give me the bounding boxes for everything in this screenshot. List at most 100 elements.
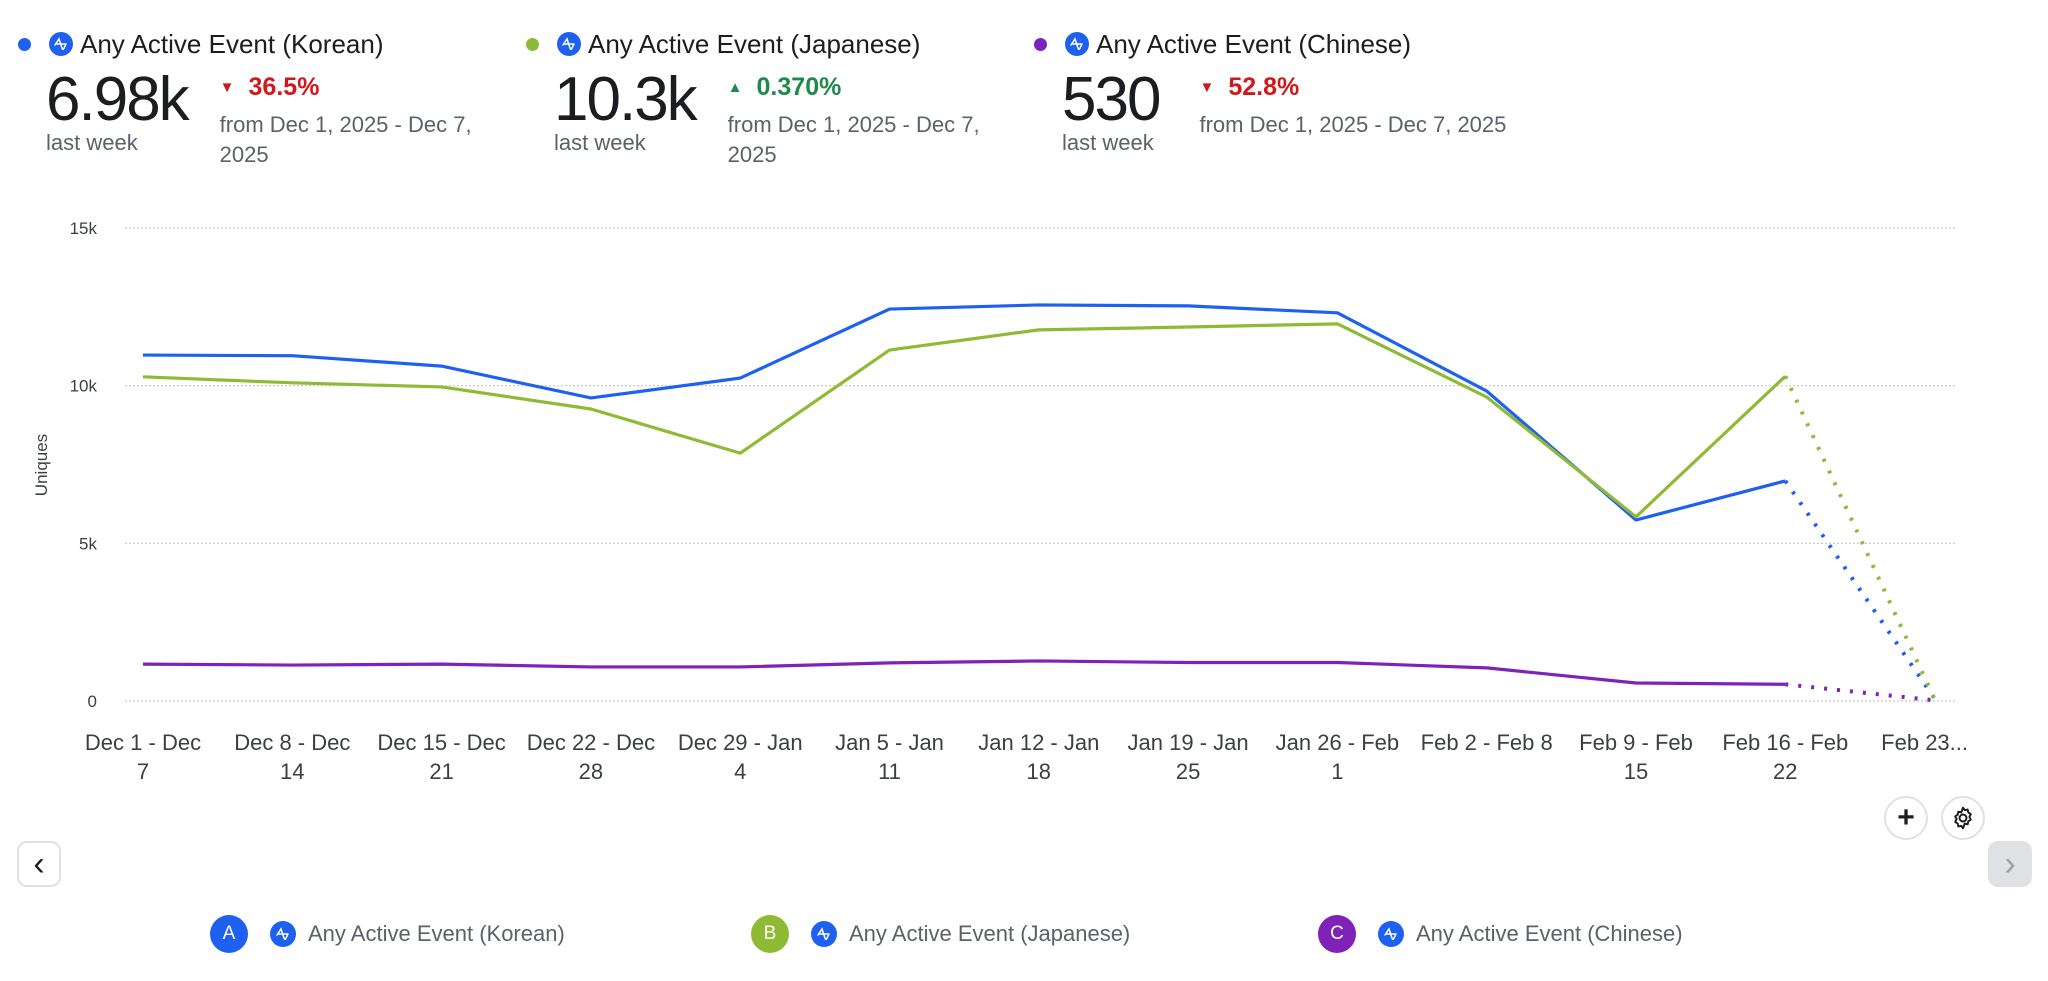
- series-incomplete-line-korean[interactable]: [1783, 479, 1937, 700]
- x-tick-label: Dec 8 - Dec 14: [234, 730, 350, 784]
- data-point[interactable]: [436, 360, 448, 372]
- kpi-comparison-line1: from Dec 1, 2025 - Dec 7,: [219, 112, 472, 137]
- series-color-dot: [1034, 37, 1047, 51]
- data-point[interactable]: [1331, 318, 1343, 330]
- x-tick-label: Feb 23...: [1881, 730, 1968, 755]
- y-tick-label: 10k: [70, 377, 98, 396]
- data-point[interactable]: [1182, 321, 1194, 333]
- x-tick-label: Dec 1 - Dec 7: [85, 730, 201, 784]
- data-point[interactable]: [137, 371, 149, 383]
- data-point[interactable]: [884, 657, 896, 669]
- legend-label: Any Active Event (Chinese): [1416, 921, 1683, 946]
- legend-item-korean[interactable]: A Any Active Event (Korean): [210, 915, 565, 953]
- data-point[interactable]: [1481, 662, 1493, 674]
- amplitude-event-icon: [1065, 32, 1089, 56]
- kpi-comparison: from Dec 1, 2025 - Dec 7, 2025: [220, 110, 472, 170]
- data-point[interactable]: [734, 372, 746, 384]
- data-point[interactable]: [884, 303, 896, 315]
- series-lines: [137, 299, 1941, 706]
- triangle-down-icon: ▼: [219, 78, 235, 96]
- series-badge: B: [751, 915, 789, 953]
- x-tick-label: Jan 19 - Jan 25: [1128, 730, 1249, 784]
- amplitude-event-icon: [557, 32, 581, 56]
- kpi-delta: ▼ 36.5%: [220, 72, 472, 102]
- kpi-chinese: Any Active Event (Chinese) 530 last week…: [1016, 26, 1506, 156]
- kpi-comparison: from Dec 1, 2025 - Dec 7, 2025: [728, 110, 980, 170]
- data-point[interactable]: [286, 377, 298, 389]
- data-point[interactable]: [137, 349, 149, 361]
- x-tick-label: Jan 26 - Feb 1: [1276, 730, 1400, 784]
- triangle-up-icon: ▲: [727, 78, 743, 96]
- data-point[interactable]: [884, 344, 896, 356]
- data-point[interactable]: [585, 661, 597, 673]
- legend-item-japanese[interactable]: B Any Active Event (Japanese): [751, 915, 1130, 953]
- chevron-left-icon: ‹: [33, 845, 45, 883]
- data-point[interactable]: [1182, 657, 1194, 669]
- amplitude-event-icon: [270, 921, 296, 947]
- data-point[interactable]: [585, 392, 597, 404]
- x-tick-label: Dec 29 - Jan 4: [678, 730, 803, 784]
- data-point[interactable]: [585, 403, 597, 415]
- x-axis-ticks: Dec 1 - Dec 7 Dec 8 - Dec 14 Dec 15 - Dec 21 D…: [85, 730, 1968, 784]
- series-line-japanese[interactable]: [142, 322, 1787, 519]
- data-point[interactable]: [1481, 391, 1493, 403]
- kpi-value: 10.3k: [554, 65, 698, 134]
- data-point[interactable]: [137, 658, 149, 670]
- series-incomplete-line-japanese[interactable]: [1783, 375, 1937, 700]
- data-point[interactable]: [286, 659, 298, 671]
- legend-label: Any Active Event (Korean): [308, 921, 565, 946]
- y-axis-title: Uniques: [32, 434, 51, 496]
- data-point[interactable]: [1182, 300, 1194, 312]
- data-point[interactable]: [1033, 324, 1045, 336]
- kpi-comparison-line1: from Dec 1, 2025 - Dec 7, 2025: [1199, 112, 1507, 137]
- series-line-chinese[interactable]: [142, 659, 1786, 686]
- next-page-button[interactable]: ›: [1988, 841, 2032, 887]
- y-tick-label: 5k: [79, 534, 97, 553]
- line-chart: 0 5k 10k 15k Uniques Dec 1 - Dec 7 Dec 8 - De…: [32, 219, 1968, 784]
- legend-item-chinese[interactable]: C Any Active Event (Chinese): [1318, 915, 1683, 953]
- data-point[interactable]: [1779, 678, 1791, 690]
- y-tick-label: 15k: [70, 219, 98, 238]
- data-point[interactable]: [286, 350, 298, 362]
- y-tick-label: 0: [88, 692, 97, 711]
- data-point[interactable]: [436, 658, 448, 670]
- previous-page-button[interactable]: ‹: [17, 841, 61, 887]
- kpi-title: Any Active Event (Chinese): [1096, 28, 1412, 59]
- kpi-comparison-line1: from Dec 1, 2025 - Dec 7,: [727, 112, 980, 137]
- kpi-delta-value: 0.370%: [756, 72, 842, 101]
- x-tick-label: Dec 22 - Dec 28: [527, 730, 655, 784]
- data-point[interactable]: [1331, 307, 1343, 319]
- kpi-comparison: from Dec 1, 2025 - Dec 7, 2025: [1199, 110, 1506, 140]
- data-point[interactable]: [1033, 655, 1045, 667]
- kpi-delta: ▼ 52.8%: [1199, 72, 1506, 102]
- gear-icon: [1954, 806, 1972, 830]
- plus-icon: +: [1897, 801, 1915, 834]
- data-point[interactable]: [1331, 657, 1343, 669]
- series-badge: A: [210, 915, 248, 953]
- data-point[interactable]: [436, 381, 448, 393]
- y-axis-ticks: 0 5k 10k 15k: [70, 219, 98, 711]
- series-line-korean[interactable]: [142, 303, 1786, 522]
- kpi-comparison-line2: 2025: [727, 142, 777, 167]
- amplitude-event-icon: [811, 921, 837, 947]
- data-point[interactable]: [1779, 475, 1791, 487]
- series-color-dot: [18, 37, 31, 51]
- x-tick-label: Feb 2 - Feb 8: [1421, 730, 1553, 755]
- kpi-title: Any Active Event (Korean): [80, 28, 384, 59]
- data-point[interactable]: [734, 447, 746, 459]
- x-tick-label: Feb 9 - Feb 15: [1579, 730, 1693, 784]
- kpi-value: 530: [1062, 65, 1161, 134]
- data-point[interactable]: [1929, 694, 1941, 706]
- chart-settings-button[interactable]: [1941, 796, 1985, 840]
- add-button[interactable]: +: [1884, 796, 1928, 840]
- kpi-comparison-line2: 2025: [219, 142, 269, 167]
- kpi-delta-value: 36.5%: [248, 72, 320, 101]
- data-point[interactable]: [1630, 511, 1642, 523]
- data-point[interactable]: [1630, 677, 1642, 689]
- legend-label: Any Active Event (Japanese): [849, 921, 1131, 946]
- x-tick-label: Jan 12 - Jan 18: [978, 730, 1099, 784]
- series-incomplete-line-chinese[interactable]: [1785, 682, 1935, 703]
- data-point[interactable]: [734, 661, 746, 673]
- data-point[interactable]: [1779, 370, 1791, 382]
- data-point[interactable]: [1033, 299, 1045, 311]
